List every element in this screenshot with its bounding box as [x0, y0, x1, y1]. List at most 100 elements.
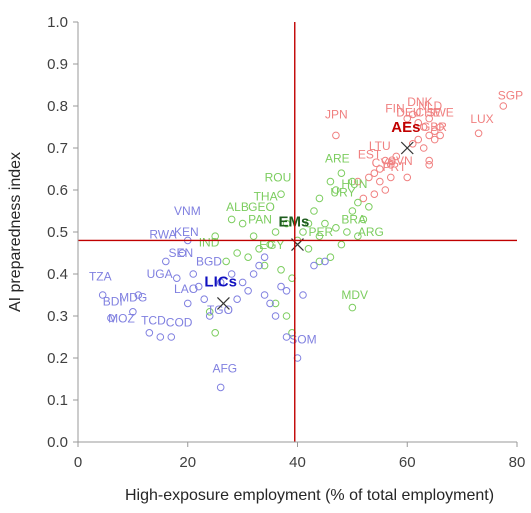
data-point — [282, 333, 291, 341]
country-label: SWE — [426, 106, 453, 120]
country-label: COD — [166, 316, 193, 330]
y-tick-label: 0.6 — [47, 182, 68, 199]
data-point — [271, 228, 280, 236]
country-label: SGP — [498, 89, 523, 103]
y-tick-label: 0.1 — [47, 392, 68, 409]
country-label: FIN — [385, 101, 404, 115]
country-label: MDG — [119, 290, 147, 304]
data-point — [408, 140, 417, 148]
data-point — [266, 240, 274, 249]
data-point — [255, 245, 263, 253]
data-point — [436, 123, 444, 131]
country-label: TCD — [141, 313, 166, 327]
data-point — [271, 312, 280, 320]
data-point — [370, 169, 379, 177]
country-label: MOZ — [108, 311, 135, 325]
data-point — [304, 245, 313, 253]
data-point — [348, 177, 357, 186]
data-point — [359, 215, 368, 224]
data-point — [376, 165, 384, 173]
data-point — [376, 177, 384, 186]
data-point — [167, 333, 176, 341]
country-label: ARE — [325, 152, 350, 166]
data-point — [189, 270, 198, 278]
y-tick-label: 0.2 — [47, 350, 68, 367]
data-point — [430, 127, 439, 135]
data-point — [205, 312, 214, 320]
data-point — [233, 295, 241, 304]
country-label: ROU — [265, 171, 292, 185]
data-point — [315, 194, 324, 203]
centroid-marker — [216, 296, 230, 310]
y-tick-label: 0.7 — [47, 140, 68, 157]
country-label: CYP — [372, 156, 397, 170]
data-point — [315, 257, 324, 266]
country-label: SOM — [289, 332, 316, 346]
country-label: EGY — [259, 238, 284, 252]
data-point — [337, 240, 346, 249]
x-tick-label: 40 — [289, 454, 306, 471]
data-point — [260, 261, 269, 270]
data-point — [310, 261, 318, 270]
data-point — [348, 303, 357, 312]
data-point — [98, 291, 107, 299]
data-point — [386, 161, 395, 169]
data-point — [244, 253, 252, 262]
data-point — [425, 161, 434, 169]
data-point — [359, 194, 368, 203]
country-label: BDI — [103, 295, 123, 309]
x-tick-label: 60 — [399, 454, 416, 471]
country-label: CHE — [415, 106, 440, 120]
country-label: JPN — [325, 108, 348, 122]
x-tick-label: 80 — [509, 454, 526, 471]
country-label: ALB — [226, 200, 249, 214]
data-point — [266, 299, 274, 308]
data-point — [227, 270, 236, 278]
country-label: BRA — [341, 213, 366, 227]
data-point — [425, 114, 434, 123]
data-point — [315, 232, 324, 240]
data-point — [392, 152, 401, 161]
data-point — [430, 135, 439, 144]
data-point — [403, 114, 412, 123]
data-point — [260, 291, 269, 299]
data-point — [282, 287, 291, 295]
data-point — [419, 144, 428, 152]
data-point — [370, 190, 379, 198]
country-label: GBR — [421, 120, 447, 134]
centroid-marker — [400, 141, 414, 155]
x-tick-label: 0 — [74, 454, 82, 471]
data-point — [260, 253, 269, 262]
data-point — [227, 215, 236, 224]
data-point — [172, 274, 181, 283]
country-label: BGD — [196, 255, 222, 269]
data-point — [425, 131, 434, 140]
data-point — [200, 295, 209, 304]
country-label: RWA — [149, 227, 176, 241]
data-point — [178, 249, 187, 257]
data-point — [249, 232, 258, 240]
data-point — [332, 186, 340, 194]
country-label: LUX — [470, 112, 493, 126]
data-point — [299, 228, 307, 236]
country-label: TZA — [89, 269, 112, 283]
data-point — [310, 207, 318, 215]
data-point — [332, 131, 340, 140]
data-point — [107, 314, 115, 322]
country-label: IND — [199, 236, 220, 250]
country-label: SEN — [169, 246, 194, 260]
data-point — [183, 299, 192, 308]
data-point — [277, 190, 285, 198]
data-point — [304, 219, 313, 228]
data-point — [222, 257, 230, 266]
data-point — [499, 102, 508, 110]
country-label: SVN — [388, 154, 413, 168]
data-point — [282, 312, 291, 320]
data-point — [277, 266, 285, 274]
data-point — [194, 282, 203, 291]
data-point — [332, 224, 340, 232]
data-point — [419, 123, 428, 131]
country-label: LTU — [369, 139, 391, 153]
